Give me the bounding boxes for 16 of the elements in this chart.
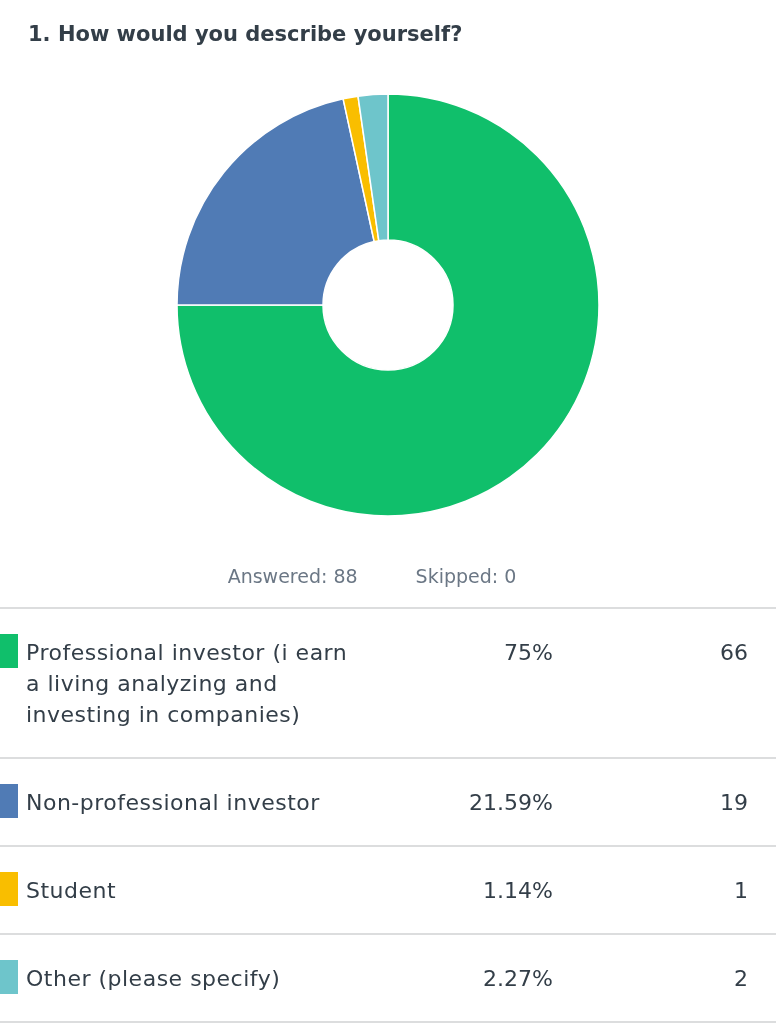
- data-label: 2.27%: [483, 966, 553, 991]
- text: 66: [720, 640, 748, 665]
- text: Skipped: 0: [415, 565, 517, 587]
- text: 19: [720, 790, 748, 815]
- data-label: 1.14%: [483, 878, 553, 903]
- data-label: 75%: [504, 640, 553, 665]
- text: 1: [734, 878, 748, 903]
- legend-label: Student: [26, 878, 117, 903]
- donut-slice: [176, 93, 600, 517]
- data-label: 21.59%: [469, 790, 553, 815]
- legend-label: Non-professional investor: [26, 790, 321, 815]
- legend-label: Professional investor (i earn a living analyzing and investing in companies): [26, 640, 348, 727]
- text: 2: [734, 966, 748, 991]
- chart-title: 1. How would you describe yourself?: [28, 22, 463, 46]
- text: Answered: 88: [227, 565, 358, 587]
- legend-label: Other (please specify): [26, 966, 281, 991]
